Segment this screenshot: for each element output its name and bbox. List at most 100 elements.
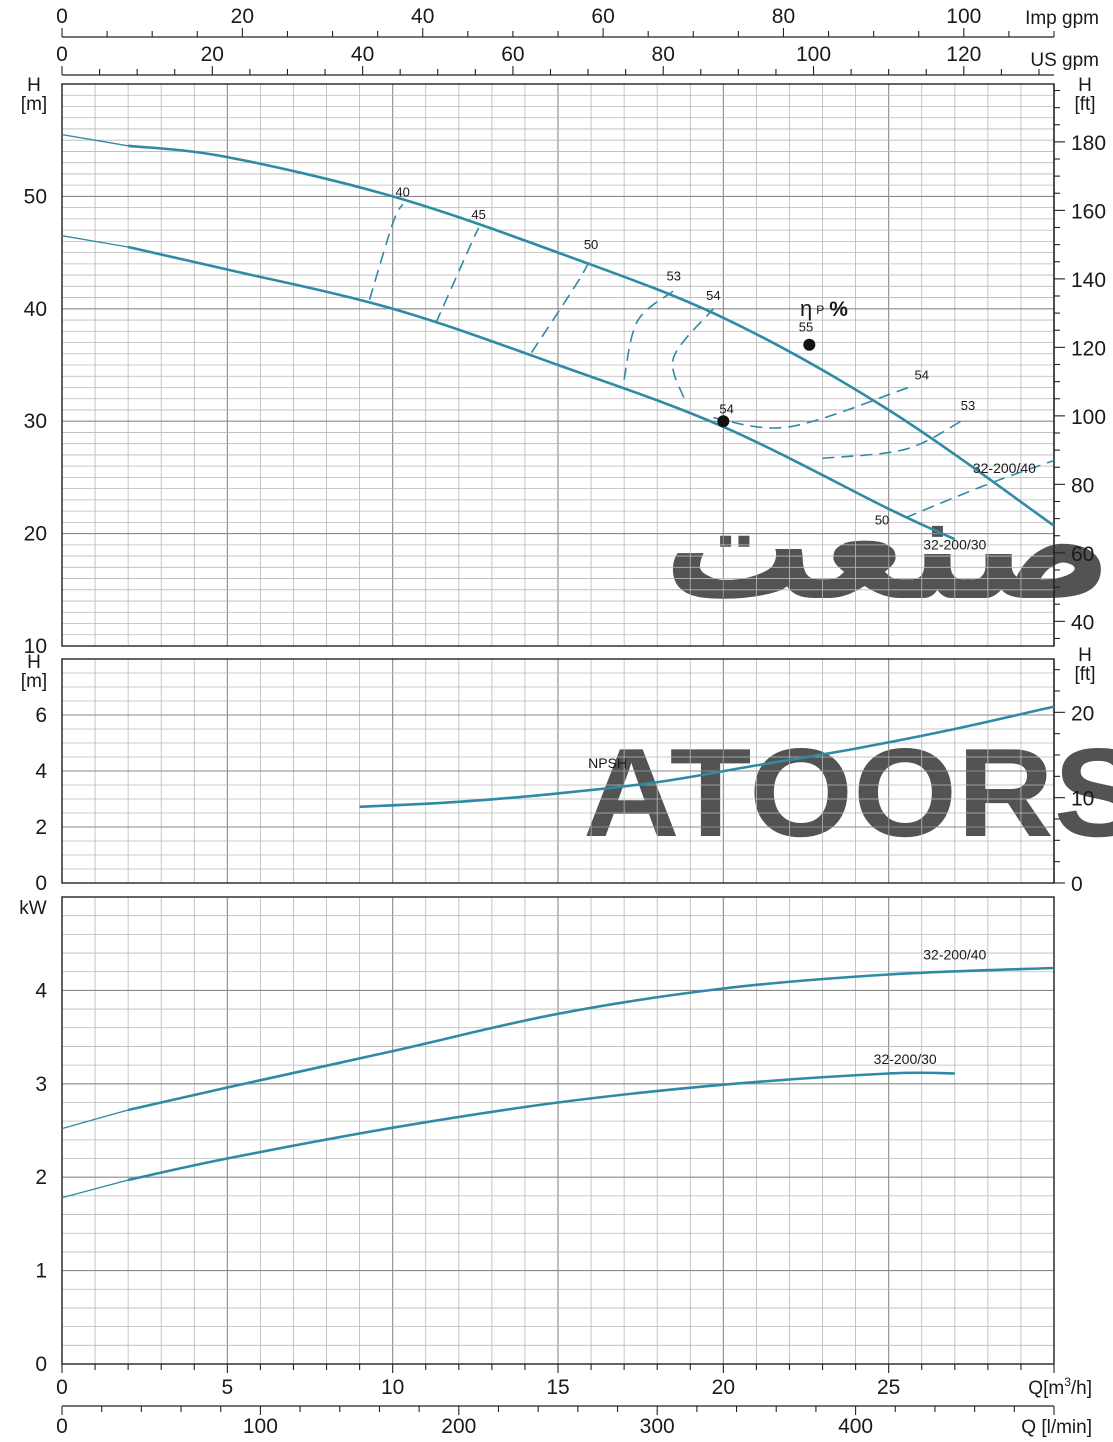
imp-gpm-axis-tick-label: 100 xyxy=(946,5,981,28)
efficiency-label: 50 xyxy=(584,237,598,252)
imp-gpm-axis-tick-label: 60 xyxy=(591,5,614,28)
q-lmin-tick-label: 200 xyxy=(441,1415,476,1438)
head-curve-label: 32-200/30 xyxy=(923,536,986,552)
efficiency-iso-line-50 xyxy=(904,459,1055,519)
npsh-m-axis-tick-label: 6 xyxy=(35,704,47,727)
npsh-ft-axis: 0 10 20 xyxy=(1053,659,1094,896)
head-curve-32-200-30-line xyxy=(127,245,956,541)
head-ft-axis-label-top: H xyxy=(1078,75,1092,96)
us-gpm-axis-tick-label: 40 xyxy=(351,43,374,66)
efficiency-label: 54 xyxy=(914,368,928,383)
power-grid xyxy=(61,896,1055,1365)
npsh-m-axis-label-top: H xyxy=(27,652,41,673)
power-axis: 0 1 2 3 4 xyxy=(35,979,47,1376)
power-axis-label: kW xyxy=(19,898,47,919)
head-m-axis-tick-label: 20 xyxy=(24,523,47,546)
efficiency-iso-line-54 xyxy=(713,386,909,429)
power-panel: 32-200/40 32-200/30 xyxy=(61,947,1055,1199)
head-m-axis-tick-label: 30 xyxy=(24,410,47,433)
power-curve-label: 32-200/40 xyxy=(923,947,986,963)
head-m-axis-tick-label: 10 xyxy=(24,635,47,658)
npsh-ft-axis-label-top: H xyxy=(1078,645,1092,666)
head-curve-32-200-40-extension xyxy=(61,133,129,147)
imp-gpm-axis-tick-label: 80 xyxy=(772,5,795,28)
q-lmin-tick-label: 100 xyxy=(243,1415,278,1438)
imp-gpm-axis-tick-label: 0 xyxy=(56,5,68,28)
head-ft-axis-tick-label: 120 xyxy=(1071,337,1106,360)
head-ft-axis-tick-label: 180 xyxy=(1071,132,1106,155)
q-m3h-tick-label: 20 xyxy=(712,1376,735,1399)
head-ft-axis-tick-label: 40 xyxy=(1071,611,1094,634)
npsh-ft-axis-tick-label: 10 xyxy=(1071,788,1094,811)
q-lmin-axis: 0 100 200 300 400 xyxy=(56,1405,1055,1438)
head-ft-axis-tick-label: 60 xyxy=(1071,543,1094,566)
npsh-curve xyxy=(359,705,1055,809)
best-efficiency-point xyxy=(717,415,730,428)
power-axis-tick-label: 4 xyxy=(35,979,47,1002)
power-curve-32-200-40-line xyxy=(127,966,1055,1112)
q-m3h-tick-label: 10 xyxy=(381,1376,404,1399)
head-m-axis-tick-label: 40 xyxy=(24,298,47,321)
imp-gpm-axis-tick-label: 40 xyxy=(411,5,434,28)
axes-labels: Imp gpm US gpm H [m] H [ft] H [m] H [ft]… xyxy=(19,8,1099,1438)
imp-gpm-axis-label: Imp gpm xyxy=(1025,8,1099,29)
us-gpm-axis: 0 20 40 60 80 100 120 xyxy=(56,43,1054,76)
efficiency-label: 54 xyxy=(706,288,720,303)
power-curve-32-200-30-line xyxy=(127,1071,955,1182)
q-m3h-tick-label: 0 xyxy=(56,1376,68,1399)
efficiency-label: 45 xyxy=(471,207,485,222)
head-m-axis: 10 20 30 40 50 xyxy=(24,185,47,658)
head-ft-axis: 40 60 80 100 120 140 160 180 xyxy=(1053,84,1106,646)
power-curve-32-200-30-extension xyxy=(61,1179,129,1199)
head-m-axis-label-top: H xyxy=(27,75,41,96)
us-gpm-axis-tick-label: 0 xyxy=(56,43,68,66)
head-curve-32-200-30-extension xyxy=(61,235,129,248)
us-gpm-axis-tick-label: 20 xyxy=(201,43,224,66)
power-curve-32-200-40-extension xyxy=(61,1109,129,1130)
npsh-m-axis-tick-label: 2 xyxy=(35,816,47,839)
npsh-label: NPSH xyxy=(588,755,627,771)
head-curve-label: 32-200/40 xyxy=(973,460,1036,476)
us-gpm-axis-tick-label: 120 xyxy=(946,43,981,66)
head-ft-axis-tick-label: 160 xyxy=(1071,200,1106,223)
head-ft-axis-label-unit: [ft] xyxy=(1074,94,1095,115)
watermark-latin: ATOORS xyxy=(583,722,1113,863)
power-axis-tick-label: 1 xyxy=(35,1260,47,1283)
head-ft-axis-tick-label: 80 xyxy=(1071,474,1094,497)
imp-gpm-axis: 0 20 40 60 80 100 xyxy=(56,5,1055,38)
head-ft-axis-tick-label: 100 xyxy=(1071,406,1106,429)
npsh-m-axis: 0 2 4 6 xyxy=(35,704,47,895)
efficiency-iso-line-54 xyxy=(671,308,715,398)
us-gpm-axis-label: US gpm xyxy=(1030,50,1099,71)
us-gpm-axis-tick-label: 60 xyxy=(501,43,524,66)
efficiency-label: 54 xyxy=(719,401,733,416)
head-m-axis-tick-label: 50 xyxy=(24,185,47,208)
q-m3h-axis-label: Q[m3/h] xyxy=(1028,1375,1092,1399)
imp-gpm-axis-tick-label: 20 xyxy=(231,5,254,28)
npsh-ft-axis-label-unit: [ft] xyxy=(1074,664,1095,685)
efficiency-legend: η P% xyxy=(800,296,848,321)
q-lmin-tick-label: 300 xyxy=(640,1415,675,1438)
q-lmin-axis-label: Q [l/min] xyxy=(1021,1417,1092,1438)
efficiency-iso-line-40 xyxy=(368,203,404,301)
npsh-m-axis-tick-label: 0 xyxy=(35,872,47,895)
q-m3h-tick-label: 25 xyxy=(877,1376,900,1399)
npsh-m-axis-label-unit: [m] xyxy=(21,671,47,692)
efficiency-iso-line-53 xyxy=(623,290,675,380)
npsh-ft-axis-tick-label: 0 xyxy=(1071,873,1083,896)
efficiency-label: 53 xyxy=(666,269,680,284)
npsh-ft-axis-tick-label: 20 xyxy=(1071,702,1094,725)
head-grid xyxy=(61,83,1055,647)
efficiency-label: 40 xyxy=(395,184,409,199)
power-axis-tick-label: 3 xyxy=(35,1073,47,1096)
power-axis-tick-label: 2 xyxy=(35,1166,47,1189)
q-m3h-tick-label: 15 xyxy=(546,1376,569,1399)
head-m-axis-label-unit: [m] xyxy=(21,94,47,115)
efficiency-iso-line-53 xyxy=(822,420,962,460)
efficiency-label: 55 xyxy=(799,319,813,334)
head-curve-32-200-40-line xyxy=(127,144,1055,527)
efficiency-iso-line-45 xyxy=(434,227,480,324)
